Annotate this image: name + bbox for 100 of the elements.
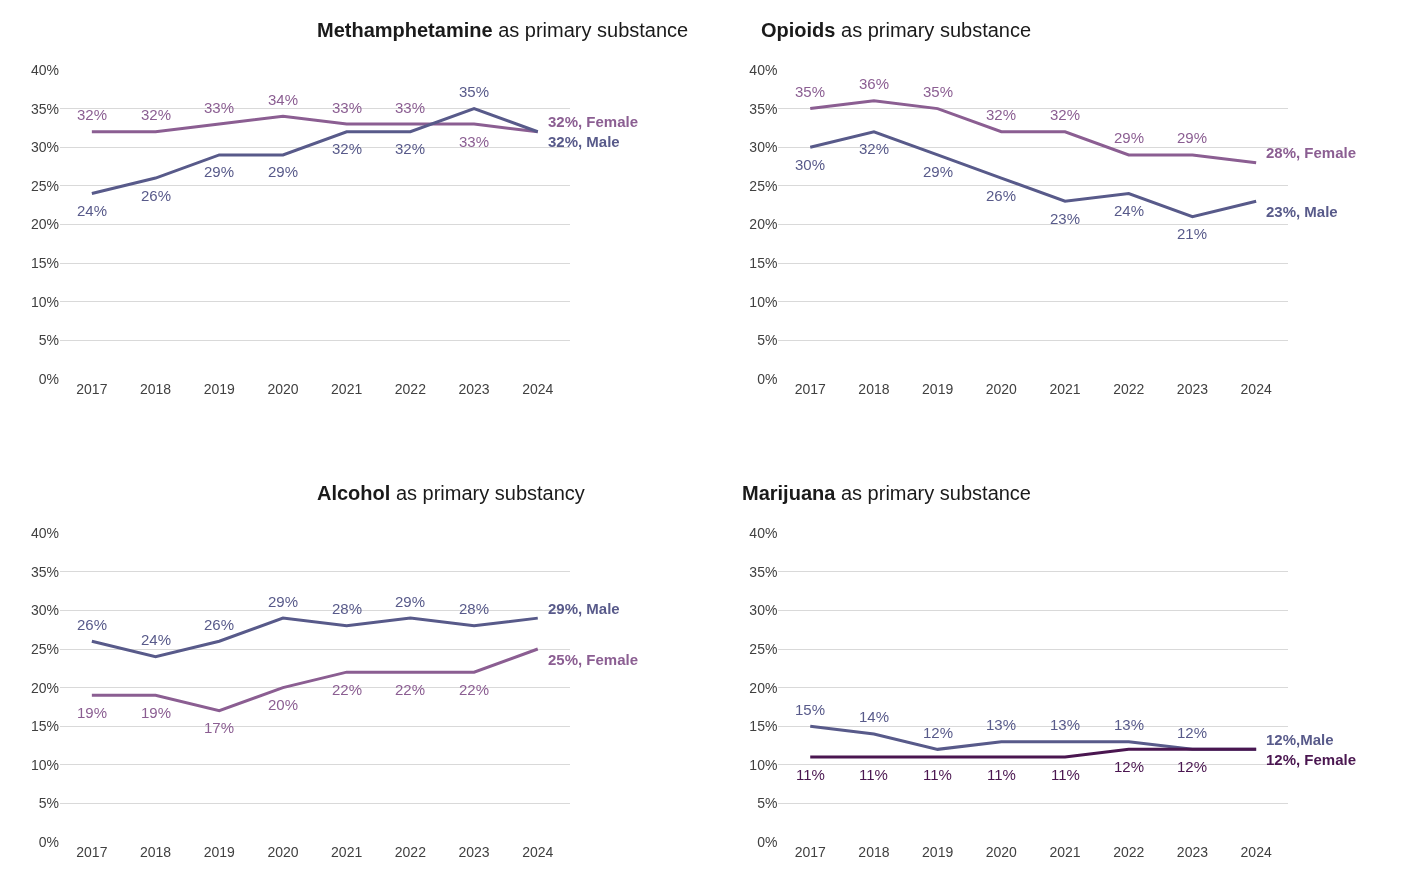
y-tick-label: 0% — [38, 833, 59, 850]
x-tick-label: 2017 — [794, 844, 827, 860]
data-label: 19% — [77, 704, 108, 721]
x-tick-label: 2022 — [394, 380, 427, 397]
data-label: 29% — [204, 163, 235, 180]
data-label: 25%, Female — [548, 651, 639, 668]
data-label: 11% — [796, 766, 825, 783]
data-label: 29% — [1177, 129, 1208, 146]
x-tick-label: 2024 — [522, 380, 554, 397]
y-tick-label: 40% — [30, 61, 59, 78]
x-tick-label: 2020 — [985, 844, 1018, 860]
x-tick-label: 2018 — [139, 844, 172, 860]
y-tick-label: 35% — [30, 100, 59, 117]
y-tick-label: 40% — [749, 61, 778, 78]
y-tick-label: 30% — [30, 602, 59, 619]
y-tick-label: 40% — [30, 525, 59, 542]
data-label: 15% — [795, 701, 826, 718]
data-label: 29% — [923, 163, 954, 180]
y-tick-label: 25% — [749, 177, 778, 194]
data-label: 32%, Female — [548, 113, 639, 130]
x-tick-label: 2023 — [1176, 844, 1209, 860]
data-label: 19% — [141, 704, 172, 721]
data-label: 26% — [986, 187, 1017, 204]
data-label: 26% — [77, 616, 108, 633]
x-tick-label: 2022 — [1113, 844, 1145, 860]
y-tick-label: 25% — [30, 640, 59, 657]
y-tick-label: 15% — [30, 718, 59, 735]
data-label: 13% — [986, 716, 1017, 733]
chart-title: Methamphetamine as primary substance — [317, 19, 689, 41]
data-label: 32% — [986, 106, 1017, 123]
data-label: 12%,Male — [1266, 731, 1334, 748]
data-label: 22% — [332, 681, 363, 698]
y-tick-label: 10% — [30, 756, 59, 773]
data-label: 32% — [395, 140, 426, 157]
data-label: 12% — [923, 724, 954, 741]
data-label: 20% — [268, 696, 299, 713]
x-tick-label: 2022 — [394, 844, 427, 860]
x-tick-label: 2019 — [922, 844, 954, 860]
data-label: 12% — [1177, 758, 1208, 775]
data-label: 30% — [795, 156, 826, 173]
data-label: 32% — [77, 106, 108, 123]
data-label: 17% — [204, 719, 235, 736]
data-label: 11% — [987, 766, 1016, 783]
y-tick-label: 10% — [749, 756, 778, 773]
data-label: 35% — [459, 83, 490, 100]
y-tick-label: 15% — [749, 254, 778, 271]
data-label: 22% — [459, 681, 490, 698]
y-tick-label: 0% — [38, 370, 59, 387]
data-label: 26% — [204, 616, 235, 633]
y-tick-label: 20% — [749, 679, 778, 696]
x-tick-label: 2024 — [522, 844, 554, 860]
x-tick-label: 2024 — [1240, 844, 1272, 860]
x-tick-label: 2019 — [203, 380, 236, 397]
x-tick-label: 2019 — [203, 844, 236, 860]
data-label: 24% — [141, 631, 172, 648]
data-label: 12%, Female — [1266, 751, 1357, 768]
data-label: 33% — [395, 99, 426, 116]
x-tick-label: 2020 — [267, 844, 299, 860]
data-label: 32% — [332, 140, 363, 157]
y-tick-label: 0% — [757, 370, 778, 387]
data-label: 35% — [923, 83, 954, 100]
y-tick-label: 35% — [749, 563, 778, 580]
data-label: 36% — [859, 75, 890, 92]
x-tick-label: 2023 — [458, 844, 490, 860]
x-tick-label: 2018 — [858, 380, 890, 397]
y-tick-label: 25% — [30, 177, 59, 194]
x-tick-label: 2021 — [331, 844, 363, 860]
y-tick-label: 10% — [30, 293, 59, 310]
data-label: 33% — [459, 133, 490, 150]
data-label: 32%, Male — [548, 133, 620, 150]
data-label: 24% — [1114, 202, 1145, 219]
x-tick-label: 2018 — [139, 380, 172, 397]
data-label: 28% — [459, 600, 490, 617]
data-label: 29% — [395, 593, 426, 610]
x-tick-label: 2021 — [1049, 844, 1081, 860]
data-label: 23% — [1050, 210, 1081, 227]
y-tick-label: 30% — [749, 139, 778, 156]
y-tick-label: 30% — [30, 139, 59, 156]
data-label: 32% — [859, 140, 890, 157]
data-label: 34% — [268, 91, 299, 108]
chart-title: Marijuana as primary substance — [742, 482, 1031, 504]
data-label: 11% — [859, 766, 888, 783]
y-tick-label: 0% — [757, 833, 778, 850]
x-tick-label: 2020 — [267, 380, 299, 397]
x-tick-label: 2017 — [76, 380, 108, 397]
data-label: 29%, Male — [548, 600, 620, 617]
x-tick-label: 2021 — [331, 380, 363, 397]
data-label: 24% — [77, 202, 108, 219]
data-label: 28% — [332, 600, 363, 617]
y-tick-label: 5% — [38, 332, 59, 349]
y-tick-label: 20% — [30, 216, 59, 233]
data-label: 32% — [141, 106, 172, 123]
x-tick-label: 2023 — [1176, 380, 1209, 397]
x-tick-label: 2022 — [1113, 380, 1145, 397]
x-tick-label: 2024 — [1240, 380, 1272, 397]
x-tick-label: 2017 — [794, 380, 827, 397]
data-label: 32% — [1050, 106, 1081, 123]
y-tick-label: 20% — [749, 216, 778, 233]
chart-title: Opioids as primary substance — [761, 19, 1032, 41]
y-tick-label: 40% — [749, 525, 778, 542]
